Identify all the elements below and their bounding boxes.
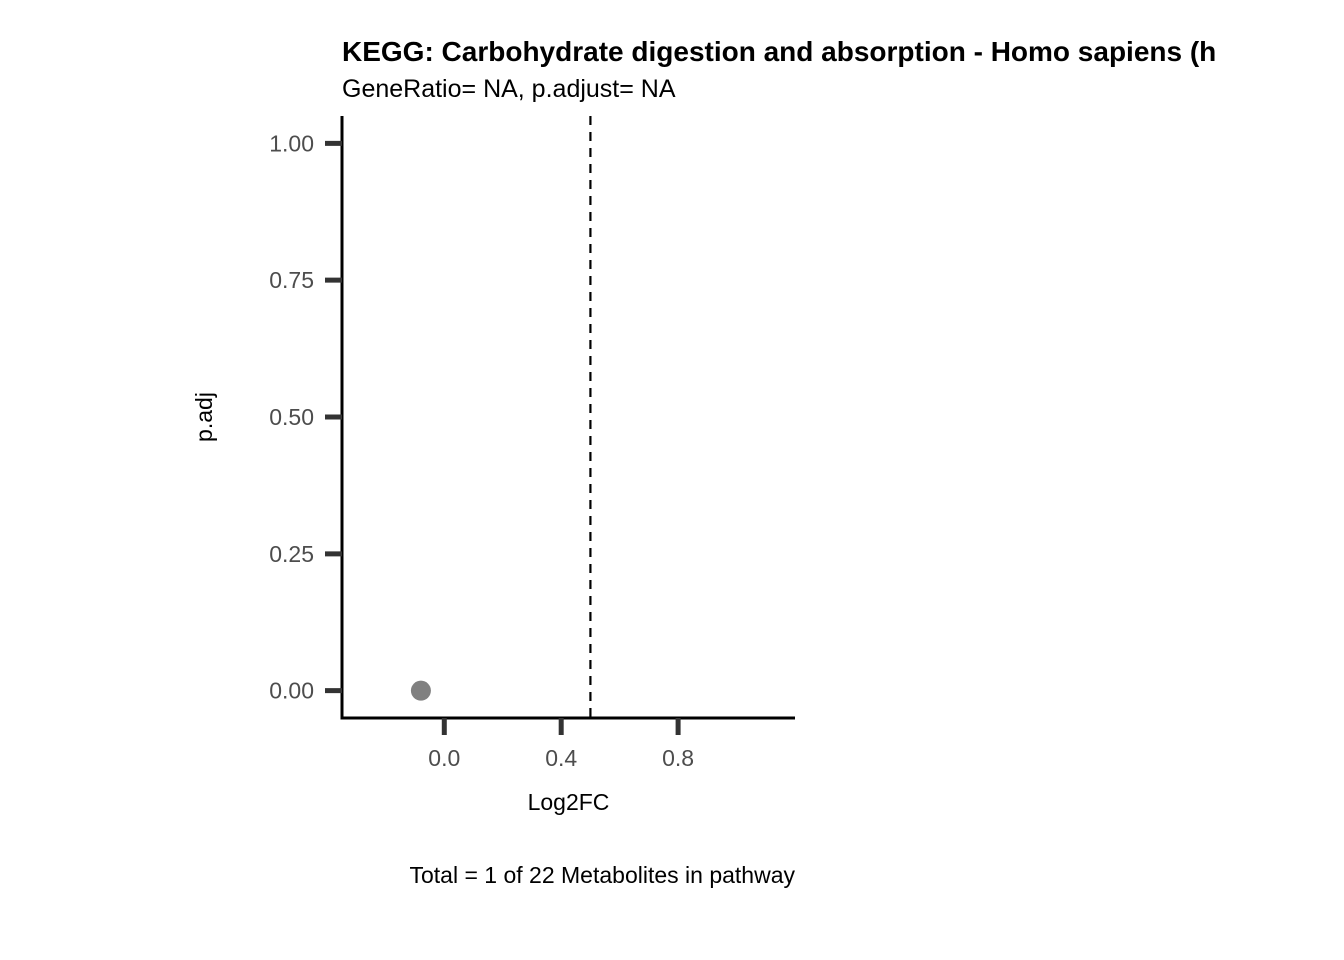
chart-title: KEGG: Carbohydrate digestion and absorpt… — [342, 36, 1216, 67]
y-tick-label: 1.00 — [269, 130, 314, 156]
y-tick-label: 0.00 — [269, 678, 314, 704]
x-axis-title: Log2FC — [528, 789, 610, 815]
data-point — [410, 680, 431, 701]
y-tick-label: 0.75 — [269, 267, 314, 293]
x-tick-label: 0.8 — [662, 745, 694, 771]
x-tick-label: 0.4 — [545, 745, 577, 771]
y-axis-title: p.adj — [191, 392, 217, 442]
y-axis-ticks: 0.00 0.25 0.50 0.75 1.00 — [269, 130, 342, 704]
chart-subtitle: GeneRatio= NA, p.adjust= NA — [342, 75, 676, 103]
y-tick-label: 0.25 — [269, 541, 314, 567]
x-tick-label: 0.0 — [428, 745, 460, 771]
chart-caption: Total = 1 of 22 Metabolites in pathway — [410, 862, 796, 888]
x-axis-ticks: 0.0 0.4 0.8 — [428, 718, 694, 771]
y-tick-label: 0.50 — [269, 404, 314, 430]
plot-area — [410, 116, 592, 718]
